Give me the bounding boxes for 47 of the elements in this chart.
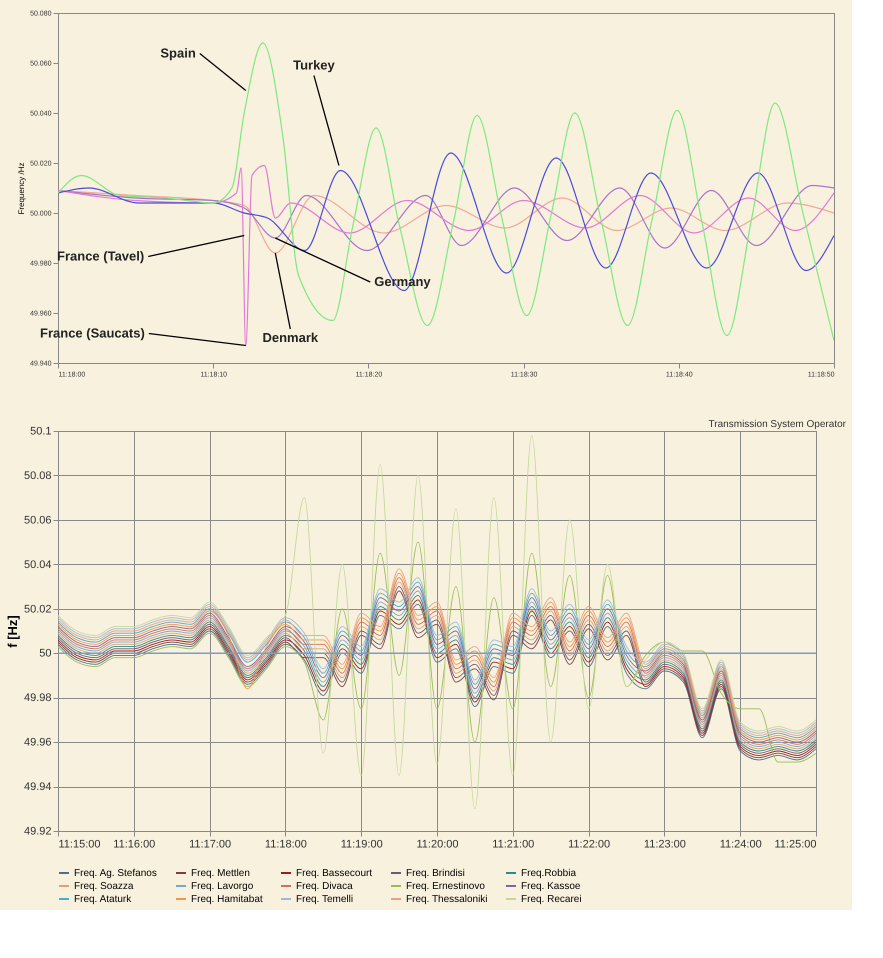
y-tick-label: 49.96 — [24, 736, 52, 749]
y-tick-label: 49.92 — [24, 826, 52, 838]
y-tick-label: 50.04 — [24, 558, 52, 571]
line-series — [58, 152, 834, 292]
legend-label: Freq. Ag. Stefanos — [74, 868, 157, 879]
annotation: Turkey — [293, 58, 336, 72]
annotation: Denmark — [262, 330, 319, 345]
x-tick-label: 11:24:00 — [720, 838, 762, 850]
x-tick-label: 11:15:00 — [58, 838, 101, 850]
legend-label: Freq. Thessaloniki — [406, 894, 488, 905]
legend-label: Freq. Ataturk — [74, 894, 132, 905]
x-tick-label: 11:20:00 — [416, 838, 459, 850]
y-tick-label: 49.94 — [24, 781, 52, 794]
y-tick-label: 50.02 — [24, 603, 52, 616]
x-tick-label: 11:22:00 — [568, 838, 610, 850]
text: Transmission System Operator — [708, 419, 847, 430]
annotation: Spain — [160, 46, 196, 60]
legend-label: Freq. Temelli — [296, 894, 354, 905]
legend-label: Freq. Hamitabat — [191, 894, 263, 905]
y-tick-label: 50.06 — [24, 514, 52, 526]
y-tick-label: 49.98 — [24, 692, 52, 704]
x-tick-label: 11:16:00 — [113, 838, 156, 850]
legend-label: Freq. Bassecourt — [296, 868, 372, 879]
x-tick-label: 11:25:00 — [774, 838, 816, 850]
legend-label: Freq. Mettlen — [191, 868, 250, 879]
x-tick-label: 11:23:00 — [644, 838, 686, 850]
legend-label: Freq. Divaca — [296, 881, 354, 892]
legend-label: Freq.Robbia — [521, 868, 576, 879]
line-series — [58, 542, 816, 763]
x-tick-label: 11:18:00 — [264, 838, 307, 850]
legend-label: Freq. Soazza — [74, 881, 134, 892]
legend-label: Freq. Recarei — [521, 894, 582, 905]
line-series — [58, 434, 816, 810]
x-tick-label: 11:17:00 — [189, 838, 232, 850]
legend-label: Freq. Ernestinovo — [406, 881, 486, 892]
x-tick-label: 11:21:00 — [492, 838, 534, 850]
y-tick-label: 50.1 — [30, 426, 52, 438]
y-axis-title: Frequency /Hz — [17, 162, 26, 215]
annotation: France (Saucats) — [40, 326, 145, 340]
legend-label: Freq. Kassoe — [521, 881, 581, 892]
y-tick-label: 50.08 — [24, 470, 52, 482]
y-tick-label: 50 — [39, 648, 52, 660]
legend-label: Freq. Lavorgo — [191, 881, 254, 892]
annotation: France (Tavel) — [57, 248, 144, 264]
y-axis-title: f [Hz] — [4, 615, 20, 648]
legend-label: Freq. Brindisi — [406, 868, 465, 879]
x-tick-label: 11:19:00 — [340, 838, 383, 850]
